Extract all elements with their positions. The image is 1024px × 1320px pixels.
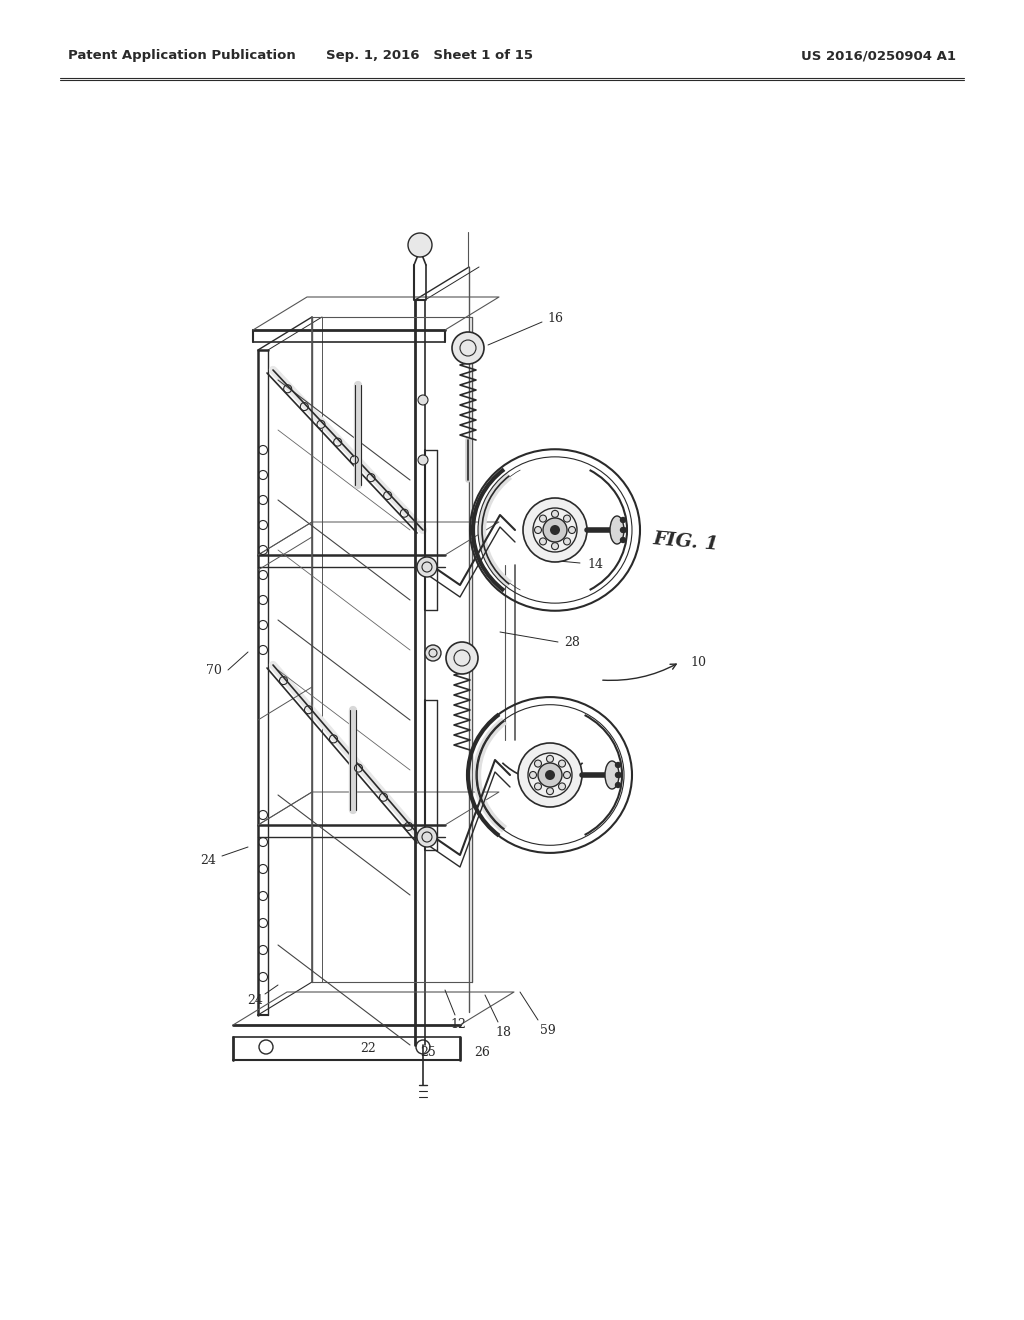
Circle shape [535,527,542,533]
Circle shape [535,783,542,789]
Ellipse shape [610,516,624,544]
Circle shape [621,528,626,532]
Circle shape [615,763,621,767]
Text: FIG. 1: FIG. 1 [652,531,720,554]
Circle shape [563,771,570,779]
Text: 28: 28 [564,635,580,648]
Text: Sep. 1, 2016   Sheet 1 of 15: Sep. 1, 2016 Sheet 1 of 15 [327,49,534,62]
Text: 26: 26 [474,1047,489,1060]
Text: US 2016/0250904 A1: US 2016/0250904 A1 [801,49,956,62]
Circle shape [547,788,554,795]
Circle shape [558,783,565,789]
Circle shape [417,828,437,847]
Circle shape [552,511,558,517]
Text: 24: 24 [200,854,216,866]
Circle shape [563,515,570,523]
Text: 14: 14 [587,558,603,572]
Text: 16: 16 [547,312,563,325]
Circle shape [452,333,484,364]
Text: 59: 59 [540,1023,556,1036]
Ellipse shape [605,762,618,789]
Circle shape [543,517,567,543]
Circle shape [425,645,441,661]
Circle shape [538,763,562,787]
Text: 25: 25 [420,1047,436,1060]
Text: Patent Application Publication: Patent Application Publication [68,49,296,62]
Circle shape [615,783,621,788]
Text: 12: 12 [451,1019,466,1031]
Circle shape [418,395,428,405]
Circle shape [529,771,537,779]
Circle shape [615,772,621,777]
Circle shape [523,498,587,562]
Circle shape [621,517,626,523]
Circle shape [408,234,432,257]
Circle shape [518,743,582,807]
Circle shape [568,527,575,533]
Circle shape [540,515,547,523]
Circle shape [417,557,437,577]
Text: 24: 24 [247,994,263,1006]
Circle shape [547,755,554,763]
Text: 10: 10 [690,656,706,668]
Circle shape [558,760,565,767]
Circle shape [550,525,560,535]
Circle shape [535,760,542,767]
Circle shape [418,455,428,465]
Circle shape [545,770,555,780]
Text: 22: 22 [360,1041,376,1055]
Circle shape [621,537,626,543]
Circle shape [563,539,570,545]
Text: 70: 70 [206,664,222,676]
Circle shape [446,642,478,675]
Circle shape [540,539,547,545]
Circle shape [552,543,558,549]
Text: 18: 18 [495,1026,511,1039]
